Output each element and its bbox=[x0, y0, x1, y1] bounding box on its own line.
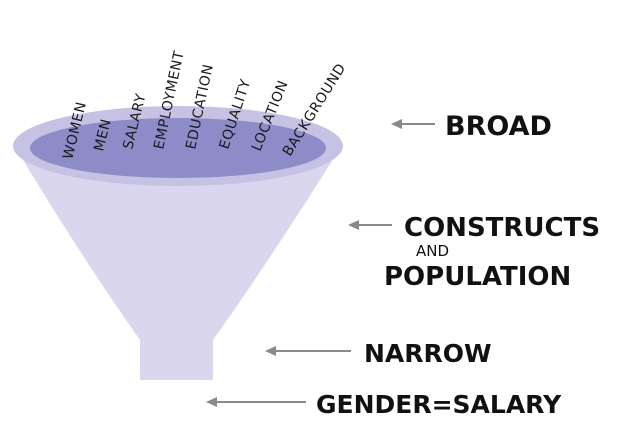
arrow-gender-salary bbox=[206, 397, 306, 407]
funnel-cone bbox=[14, 145, 342, 340]
label-broad: BROAD bbox=[445, 111, 552, 142]
labels: BROAD CONSTRUCTS AND POPULATION NARROW G… bbox=[316, 111, 600, 419]
arrow-broad bbox=[391, 119, 435, 129]
arrows bbox=[206, 119, 435, 407]
arrow-constructs bbox=[348, 220, 392, 230]
arrow-narrow bbox=[265, 346, 351, 356]
label-gender-salary: GENDER=SALARY bbox=[316, 390, 562, 419]
label-and: AND bbox=[416, 242, 449, 260]
funnel-mouth bbox=[30, 118, 326, 178]
label-narrow: NARROW bbox=[364, 339, 492, 368]
funnel-word-men: MEN bbox=[91, 117, 114, 153]
funnel-spout bbox=[140, 336, 213, 380]
label-population: POPULATION bbox=[384, 262, 571, 292]
funnel bbox=[13, 106, 343, 380]
label-constructs: CONSTRUCTS bbox=[404, 213, 600, 243]
